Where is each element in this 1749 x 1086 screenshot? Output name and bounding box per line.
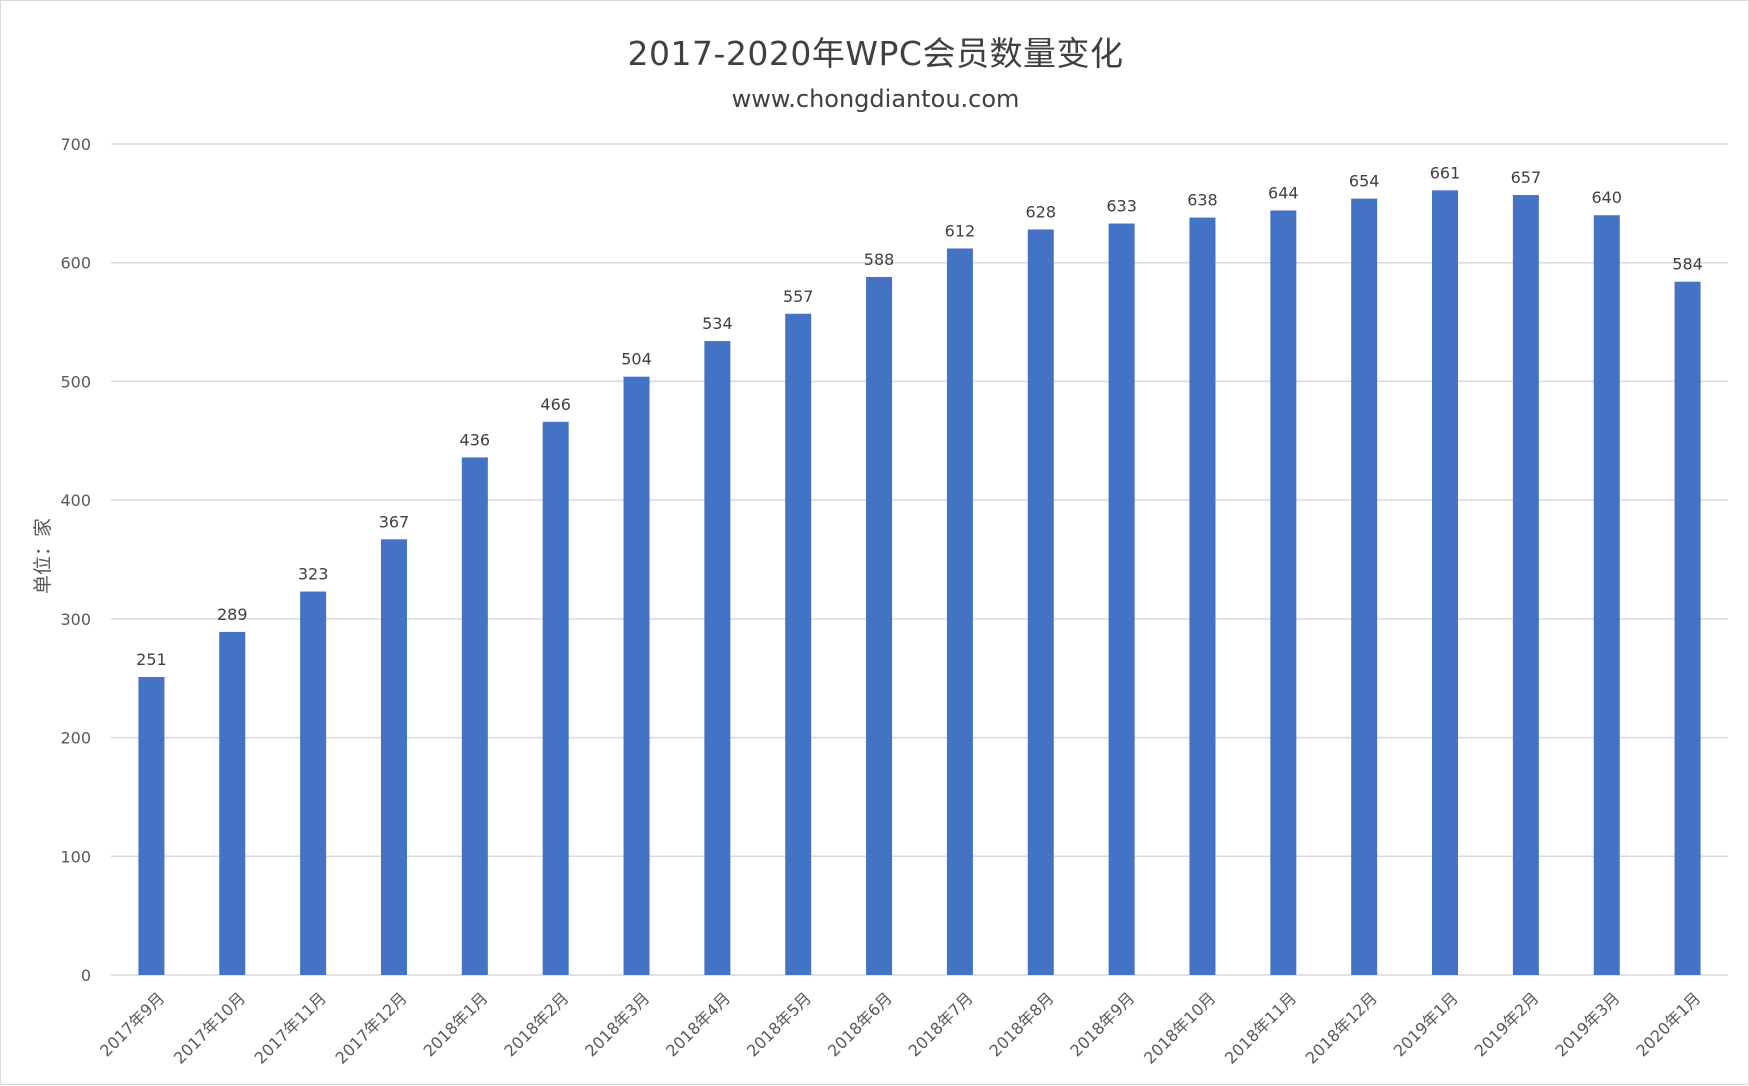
bar bbox=[1432, 190, 1459, 975]
x-tick-label: 2018年12月 bbox=[1302, 988, 1381, 1067]
x-axis-labels: 2017年9月 2017年10月 2017年11月 2017年12月 2018年1月 20… bbox=[96, 988, 1704, 1067]
x-tick-label: 2019年1月 bbox=[1390, 988, 1462, 1060]
x-tick-label: 2018年11月 bbox=[1221, 988, 1300, 1067]
x-tick-label: 2017年12月 bbox=[332, 988, 411, 1067]
grid-lines bbox=[111, 143, 1728, 976]
bar bbox=[300, 591, 327, 975]
data-label: 638 bbox=[1187, 191, 1218, 210]
bar bbox=[1189, 217, 1216, 976]
y-tick-label: 500 bbox=[60, 372, 91, 391]
bar bbox=[1512, 195, 1539, 976]
data-label: 504 bbox=[621, 350, 652, 369]
bar bbox=[138, 677, 165, 975]
bar bbox=[542, 421, 569, 975]
x-tick-label: 2019年2月 bbox=[1471, 988, 1543, 1060]
x-tick-label: 2018年9月 bbox=[1066, 988, 1138, 1060]
bar bbox=[704, 341, 731, 976]
data-label: 534 bbox=[702, 314, 733, 333]
y-tick-label: 700 bbox=[60, 135, 91, 154]
data-label: 657 bbox=[1511, 168, 1542, 187]
x-tick-label: 2017年11月 bbox=[251, 988, 330, 1067]
chart-title: 2017-2020年WPC会员数量变化 bbox=[627, 34, 1124, 73]
y-tick-label: 300 bbox=[60, 610, 91, 629]
y-tick-label: 100 bbox=[60, 847, 91, 866]
data-label: 633 bbox=[1106, 197, 1137, 216]
data-label: 466 bbox=[540, 395, 571, 414]
bar bbox=[866, 276, 893, 976]
x-tick-label: 2017年9月 bbox=[96, 988, 168, 1060]
x-tick-label: 2018年6月 bbox=[824, 988, 896, 1060]
y-tick-label: 400 bbox=[60, 491, 91, 510]
x-tick-label: 2018年7月 bbox=[905, 988, 977, 1060]
data-label: 289 bbox=[217, 605, 248, 624]
y-tick-label: 200 bbox=[60, 729, 91, 748]
bar bbox=[623, 376, 650, 975]
y-axis-ticks: 0 100 200 300 400 500 600 700 bbox=[60, 135, 91, 985]
bar bbox=[1593, 215, 1620, 975]
data-label: 654 bbox=[1349, 172, 1380, 191]
bar bbox=[380, 539, 407, 975]
x-tick-label: 2018年3月 bbox=[581, 988, 653, 1060]
x-tick-label: 2018年10月 bbox=[1140, 988, 1219, 1067]
x-tick-label: 2019年3月 bbox=[1551, 988, 1623, 1060]
chart-subtitle: www.chongdiantou.com bbox=[731, 85, 1020, 113]
x-tick-label: 2017年10月 bbox=[170, 988, 249, 1067]
bar bbox=[785, 313, 812, 975]
x-tick-label: 2018年1月 bbox=[420, 988, 492, 1060]
data-labels: 251 289 323 367 436 466 504 534 557 588 612 628 633 6… bbox=[136, 163, 1703, 669]
data-label: 612 bbox=[945, 221, 976, 240]
bar bbox=[461, 457, 488, 975]
bar bbox=[946, 248, 973, 975]
data-label: 588 bbox=[864, 250, 895, 269]
data-label: 628 bbox=[1026, 202, 1057, 221]
bar bbox=[1270, 210, 1297, 976]
y-tick-label: 0 bbox=[81, 966, 91, 985]
data-label: 644 bbox=[1268, 183, 1299, 202]
bar bbox=[1351, 198, 1378, 975]
x-tick-label: 2018年4月 bbox=[662, 988, 734, 1060]
data-label: 557 bbox=[783, 287, 814, 306]
data-label: 367 bbox=[379, 512, 410, 531]
bar bbox=[219, 631, 246, 975]
bar bbox=[1108, 223, 1135, 975]
bar bbox=[1674, 281, 1701, 975]
y-axis-title: 单位：家 bbox=[32, 518, 54, 594]
y-tick-label: 600 bbox=[60, 254, 91, 273]
data-label: 251 bbox=[136, 650, 167, 669]
data-label: 661 bbox=[1430, 163, 1461, 182]
data-label: 323 bbox=[298, 565, 329, 584]
x-tick-label: 2018年5月 bbox=[743, 988, 815, 1060]
data-label: 584 bbox=[1672, 255, 1703, 274]
bar bbox=[1027, 229, 1054, 975]
bars bbox=[138, 190, 1701, 976]
data-label: 436 bbox=[460, 430, 491, 449]
x-tick-label: 2018年8月 bbox=[986, 988, 1058, 1060]
data-label: 640 bbox=[1591, 188, 1622, 207]
x-tick-label: 2018年2月 bbox=[500, 988, 572, 1060]
x-tick-label: 2020年1月 bbox=[1632, 988, 1704, 1060]
